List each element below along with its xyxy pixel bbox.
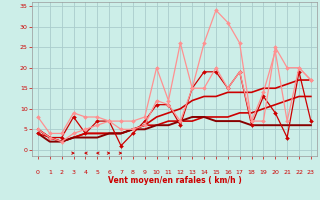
X-axis label: Vent moyen/en rafales ( km/h ): Vent moyen/en rafales ( km/h ): [108, 176, 241, 185]
